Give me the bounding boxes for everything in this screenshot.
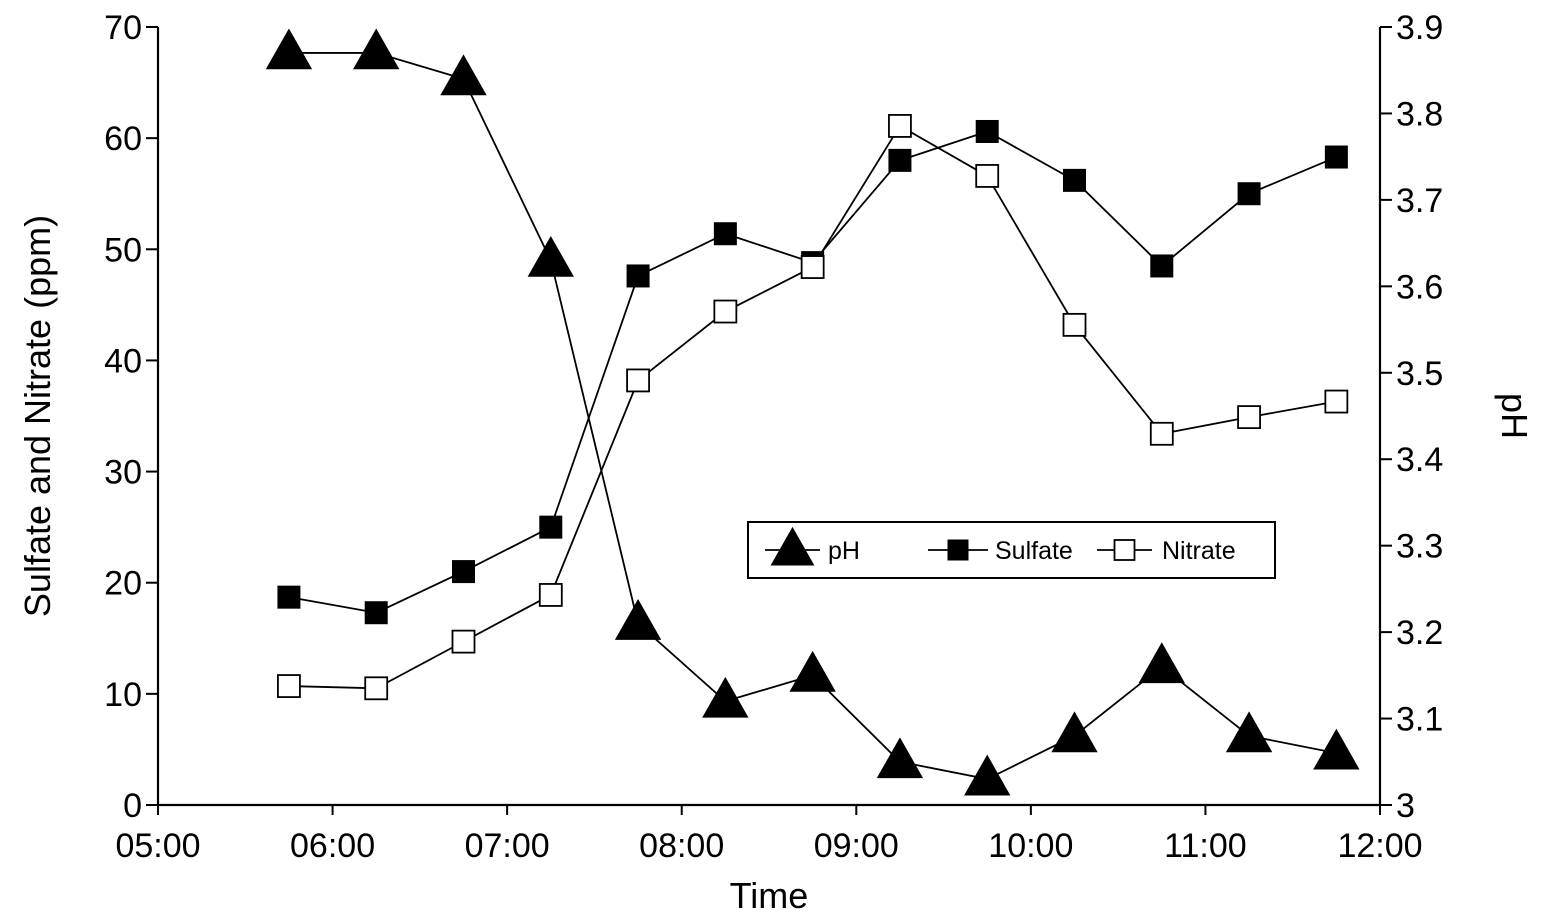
legend-box: [747, 521, 1276, 579]
legend-label-sulfate: Sulfate: [995, 537, 1073, 565]
x-tick-label: 12:00: [1337, 827, 1422, 865]
series-nitrate-point-marker: [888, 114, 912, 138]
legend-item-sulfate: Sulfate: [928, 537, 1073, 565]
y-left-tick-label: 40: [104, 342, 142, 380]
series-nitrate-line: [288, 124, 1337, 690]
series-sulfate-point-marker: [626, 264, 650, 288]
series-ph-point-marker: [1138, 642, 1185, 684]
legend-label-nitrate: Nitrate: [1162, 537, 1236, 565]
plot-axes: 0 10 20 30 40 50 60 70 3 3.1 3.2 3.3 3.4 3.5 3.6 3.7 3.8…: [104, 9, 1443, 865]
y-left-tick-label: 10: [104, 676, 142, 714]
x-tick-label: 09:00: [814, 827, 899, 865]
series-ph: [265, 28, 1360, 796]
series-sulfate-point-marker: [364, 601, 388, 625]
x-tick-label: 10:00: [988, 827, 1073, 865]
y-right-tick-label: 3.8: [1396, 95, 1443, 133]
series-layer: [265, 28, 1360, 796]
legend-label-ph: pH: [828, 537, 860, 565]
legend-ph-marker: [770, 526, 815, 566]
legend-sulfate-marker: [947, 539, 969, 561]
series-ph-point-marker: [440, 54, 487, 96]
x-tick-label: 07:00: [465, 827, 550, 865]
y-left-tick-label: 30: [104, 454, 142, 492]
series-nitrate-point-marker: [1324, 389, 1349, 414]
x-axis-title: Time: [730, 875, 809, 916]
legend-item-nitrate: Nitrate: [1097, 537, 1236, 565]
series-sulfate-point-marker: [1237, 182, 1261, 206]
series-sulfate-point-marker: [713, 222, 737, 246]
y-right-tick-label: 3.2: [1396, 614, 1443, 652]
series-ph-point-marker: [702, 676, 749, 718]
x-tick-label: 08:00: [639, 827, 724, 865]
y-right-tick-label: 3.6: [1396, 268, 1443, 306]
series-nitrate-point-marker: [800, 255, 825, 279]
x-tick-label: 05:00: [115, 827, 200, 865]
y-right-tick-label: 3.4: [1396, 441, 1443, 479]
legend: pH Sulfate Nitrate: [747, 521, 1276, 579]
series-sulfate-point-marker: [1063, 168, 1086, 192]
x-tick-label: 11:00: [1164, 827, 1247, 865]
series-nitrate-point-marker: [451, 629, 476, 654]
series-nitrate-point-marker: [538, 583, 563, 607]
series-sulfate-point-marker: [277, 585, 301, 609]
series-ph-point-marker: [876, 737, 924, 779]
series-sulfate-point-marker: [975, 119, 999, 143]
series-sulfate-point-marker: [1150, 254, 1174, 278]
y-right-tick-label: 3.5: [1396, 355, 1443, 393]
series-ph-point-marker: [353, 28, 400, 70]
series-nitrate-point-marker: [1237, 405, 1261, 430]
y-right-tick-label: 3.3: [1396, 528, 1443, 566]
series-ph-point-marker: [1051, 711, 1098, 753]
axis-titles: Time Sulfate and Nitrate (ppm) pH: [17, 215, 1535, 916]
y-right-tick-label: 3.9: [1396, 9, 1443, 47]
legend-item-ph: pH: [765, 526, 860, 566]
y-left-tick-label: 60: [104, 120, 142, 158]
series-nitrate-point-marker: [1062, 312, 1087, 337]
series-nitrate-point-marker: [277, 674, 301, 698]
legend-nitrate-marker: [1113, 539, 1136, 561]
series-sulfate-point-marker: [888, 148, 912, 172]
series-ph-point-marker: [265, 28, 313, 70]
series-nitrate-point-marker: [626, 368, 650, 393]
series-sulfate-point-marker: [452, 560, 475, 584]
series-ph-point-marker: [789, 650, 836, 692]
series-ph-point-marker: [1225, 711, 1273, 753]
series-ph-point-marker: [964, 754, 1011, 796]
y-right-axis-title: pH: [1494, 393, 1535, 439]
series-ph-point-marker: [527, 235, 574, 277]
y-right-tick-label: 3.7: [1396, 182, 1443, 220]
y-left-tick-label: 50: [104, 231, 142, 269]
series-nitrate-point-marker: [975, 164, 1000, 188]
y-right-tick-label: 3.1: [1396, 701, 1443, 739]
y-right-tick-label: 3: [1396, 787, 1415, 825]
series-ph-point-marker: [614, 599, 662, 640]
series-sulfate-point-marker: [539, 515, 563, 539]
y-left-axis-title: Sulfate and Nitrate (ppm): [17, 215, 58, 617]
y-left-tick-label: 70: [104, 9, 142, 47]
y-left-tick-label: 0: [123, 787, 142, 825]
series-nitrate-point-marker: [1149, 421, 1174, 446]
series-nitrate-point-marker: [713, 299, 738, 324]
series-sulfate-point-marker: [1324, 145, 1348, 169]
series-ph-point-marker: [1313, 728, 1360, 770]
y-left-tick-label: 20: [104, 565, 142, 603]
series-nitrate-point-marker: [364, 676, 389, 701]
series-nitrate: [277, 114, 1349, 701]
x-tick-label: 06:00: [290, 827, 375, 865]
